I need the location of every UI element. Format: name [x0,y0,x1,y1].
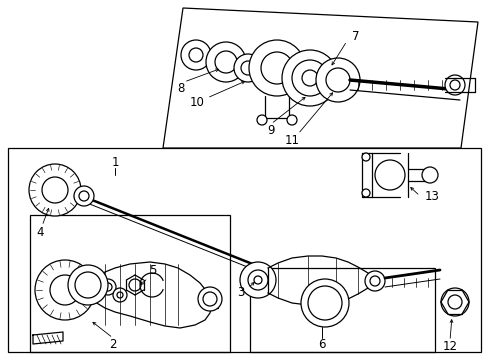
Circle shape [286,115,296,125]
Text: 11: 11 [284,134,299,147]
Polygon shape [163,8,477,148]
Circle shape [104,283,112,291]
Circle shape [74,186,94,206]
Circle shape [42,177,68,203]
Circle shape [50,275,80,305]
Circle shape [234,54,262,82]
Circle shape [129,279,141,291]
Circle shape [447,295,461,309]
Text: 13: 13 [424,190,439,203]
Text: 8: 8 [177,81,184,94]
Circle shape [282,50,337,106]
Circle shape [79,191,89,201]
Circle shape [189,48,203,62]
Circle shape [198,287,222,311]
Circle shape [240,262,275,298]
Circle shape [68,265,108,305]
Circle shape [247,270,267,290]
Circle shape [117,292,123,298]
Text: 12: 12 [442,341,457,354]
Circle shape [181,40,210,70]
Circle shape [361,153,369,161]
Bar [249,268,434,352]
Circle shape [307,286,341,320]
Text: 4: 4 [36,225,43,238]
Circle shape [325,68,349,92]
Circle shape [369,276,379,286]
Circle shape [261,52,292,84]
Circle shape [248,40,305,96]
Text: 9: 9 [267,125,274,138]
Circle shape [205,42,245,82]
Circle shape [374,160,404,190]
Circle shape [35,260,95,320]
Circle shape [361,189,369,197]
Circle shape [253,276,262,284]
Text: 3: 3 [237,287,244,300]
Circle shape [75,272,101,298]
Circle shape [440,288,468,316]
Polygon shape [33,332,63,344]
Circle shape [100,279,116,295]
Text: 7: 7 [351,30,359,42]
Circle shape [421,167,437,183]
Bar [8,148,480,352]
Polygon shape [88,262,212,328]
Circle shape [29,164,81,216]
Circle shape [444,75,464,95]
Circle shape [449,80,459,90]
Circle shape [113,288,127,302]
Circle shape [241,61,254,75]
Text: 1: 1 [111,157,119,170]
Circle shape [203,292,217,306]
Circle shape [215,51,237,73]
Text: 10: 10 [189,95,204,108]
Bar [30,215,229,352]
Circle shape [301,279,348,327]
Circle shape [291,60,327,96]
Text: 2: 2 [109,338,117,351]
Circle shape [364,271,384,291]
Text: 5: 5 [149,265,156,278]
Circle shape [257,115,266,125]
Circle shape [302,70,317,86]
Text: 6: 6 [318,338,325,351]
Circle shape [315,58,359,102]
